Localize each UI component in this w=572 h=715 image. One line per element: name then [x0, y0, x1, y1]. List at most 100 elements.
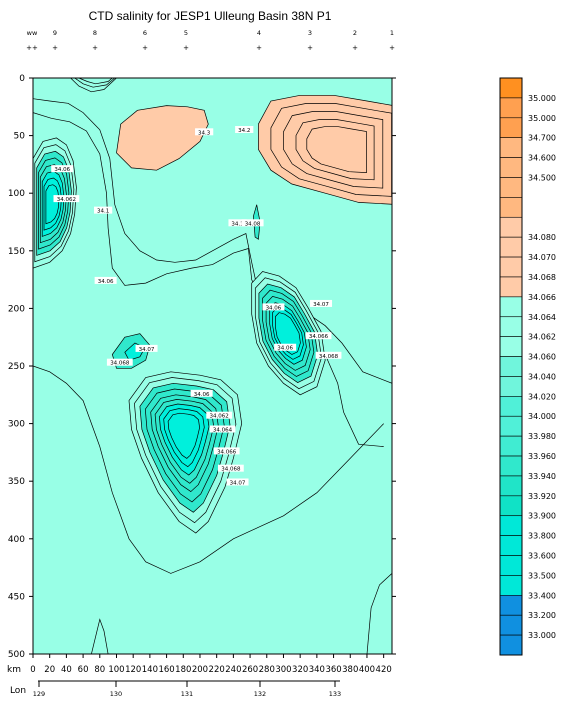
contour-label-3: 34.06 — [94, 276, 117, 285]
x-tick-label-15: 300 — [275, 665, 291, 675]
station-mark-6: + — [307, 44, 313, 52]
y-tick-label-3: 150 — [8, 247, 25, 257]
colorbar-label-3: 34.600 — [528, 154, 556, 163]
y-tick-label-9: 450 — [8, 592, 25, 602]
west-core-contour-7 — [45, 184, 60, 225]
contour-label-10: 34.06 — [262, 303, 285, 311]
x-tick-label-12: 240 — [225, 665, 241, 675]
central-core-contour-8 — [167, 412, 200, 459]
colorbar-label-0: 35.000 — [528, 94, 556, 103]
x-tick-label-2: 40 — [61, 665, 72, 675]
colorbar-cell-8 — [499, 236, 523, 258]
svg-text:34.06: 34.06 — [54, 167, 70, 173]
colorbar-label-18: 33.960 — [528, 452, 556, 461]
colorbar-cell-26 — [499, 595, 523, 616]
colorbar-cell-14 — [499, 356, 523, 377]
bottom-contour-east — [366, 573, 392, 654]
lon-tick-label-0: 129 — [33, 690, 45, 698]
svg-text:34.07: 34.07 — [313, 302, 329, 308]
contour-label-11: 34.07 — [310, 299, 333, 308]
east-patch-contour-3 — [306, 126, 367, 173]
contour-label-14: 34.068 — [315, 351, 342, 360]
svg-text:34.1: 34.1 — [97, 209, 109, 215]
x-tick-label-4: 80 — [94, 665, 105, 675]
contour-label-9: 34.068 — [106, 358, 133, 367]
colorbar-label-23: 33.600 — [528, 552, 556, 561]
colorbar: 35.000 35.000 34.700 34.600 34.500 34.080 34.0… — [499, 77, 556, 656]
colorbar-cell-6 — [499, 197, 523, 218]
svg-text:34.06: 34.06 — [266, 305, 282, 311]
colorbar-label-14: 34.040 — [528, 372, 556, 381]
station-id-1: 9 — [53, 29, 57, 37]
station-id-6: 3 — [308, 29, 312, 37]
y-tick-label-5: 250 — [8, 362, 25, 372]
chart-title: CTD salinity for JESP1 Ulleung Basin 38N… — [88, 9, 332, 23]
x-tick-label-20: 400 — [359, 665, 375, 675]
colorbar-cell-17 — [499, 415, 523, 437]
colorbar-label-26: 33.200 — [528, 611, 556, 620]
colorbar-label-11: 34.064 — [528, 313, 556, 322]
colorbar-label-2: 34.700 — [528, 134, 556, 143]
y-tick-label-0: 0 — [19, 74, 25, 84]
colorbar-label-25: 33.400 — [528, 591, 556, 600]
lon-tick-label-2: 131 — [181, 690, 193, 698]
colorbar-label-12: 34.062 — [528, 333, 556, 342]
svg-text:34.2: 34.2 — [238, 128, 250, 134]
colorbar-cell-25 — [499, 575, 523, 596]
x-tick-label-19: 380 — [342, 665, 358, 675]
svg-text:34.062: 34.062 — [210, 414, 229, 420]
contour-label-6: 34.1 — [228, 219, 247, 227]
contour-label-8: 34.07 — [135, 344, 158, 353]
colorbar-label-19: 33.940 — [528, 472, 556, 481]
svg-text:34.066: 34.066 — [217, 449, 237, 455]
y-tick-label-2: 100 — [8, 189, 25, 199]
colorbar-cell-12 — [499, 316, 523, 337]
svg-text:34.08: 34.08 — [245, 221, 261, 227]
colorbar-label-16: 34.000 — [528, 412, 556, 421]
colorbar-label-20: 33.920 — [528, 492, 556, 501]
x-tick-label-13: 260 — [242, 665, 258, 675]
colorbar-cell-15 — [499, 376, 523, 397]
lon-tick-label-1: 130 — [110, 690, 122, 698]
colorbar-cell-5 — [499, 177, 523, 198]
colorbar-label-7: 34.080 — [528, 233, 556, 242]
colorbar-label-1: 35.000 — [528, 114, 556, 123]
station-mark-0: ++ — [26, 44, 38, 52]
station-id-3: 6 — [143, 29, 147, 37]
y-tick-label-8: 400 — [8, 535, 25, 545]
svg-text:34.1: 34.1 — [231, 221, 243, 227]
x-tick-label-6: 120 — [125, 665, 141, 675]
x-tick-label-11: 220 — [209, 665, 225, 675]
colorbar-label-27: 33.000 — [528, 631, 556, 640]
y-tick-label-10: 500 — [8, 650, 25, 660]
colorbar-cell-10 — [499, 276, 523, 298]
colorbar-cell-7 — [499, 216, 523, 238]
lon-axis-label: Lon — [10, 686, 26, 696]
svg-text:34.07: 34.07 — [230, 481, 246, 487]
x-axis-label: km — [7, 665, 21, 675]
surface-contour-1 — [70, 78, 117, 93]
y-tick-label-6: 300 — [8, 420, 25, 430]
x-tick-label-5: 100 — [108, 665, 124, 675]
colorbar-label-9: 34.068 — [528, 273, 556, 282]
station-mark-1: + — [52, 44, 58, 52]
station-mark-2: + — [92, 44, 98, 52]
svg-text:34.3: 34.3 — [198, 130, 211, 136]
x-tick-label-9: 180 — [175, 665, 191, 675]
colorbar-cell-2 — [499, 117, 523, 138]
x-tick-label-18: 360 — [325, 665, 341, 675]
colorbar-label-22: 33.800 — [528, 532, 556, 541]
contour-label-7: 34.08 — [241, 219, 264, 227]
station-id-7: 2 — [353, 29, 357, 37]
contour-label-13: 34.066 — [305, 332, 332, 340]
contour-label-15: 34.06 — [190, 389, 213, 398]
colorbar-cell-19 — [499, 455, 523, 477]
surface-contour-2 — [74, 78, 116, 88]
colorbar-label-24: 33.500 — [528, 571, 556, 580]
station-mark-7: + — [352, 44, 358, 52]
station-mark-5: + — [256, 44, 262, 52]
svg-text:34.068: 34.068 — [319, 354, 339, 360]
colorbar-label-8: 34.070 — [528, 253, 556, 262]
y-tick-label-1: 50 — [14, 132, 26, 142]
contour-label-0: 34.06 — [51, 165, 74, 173]
